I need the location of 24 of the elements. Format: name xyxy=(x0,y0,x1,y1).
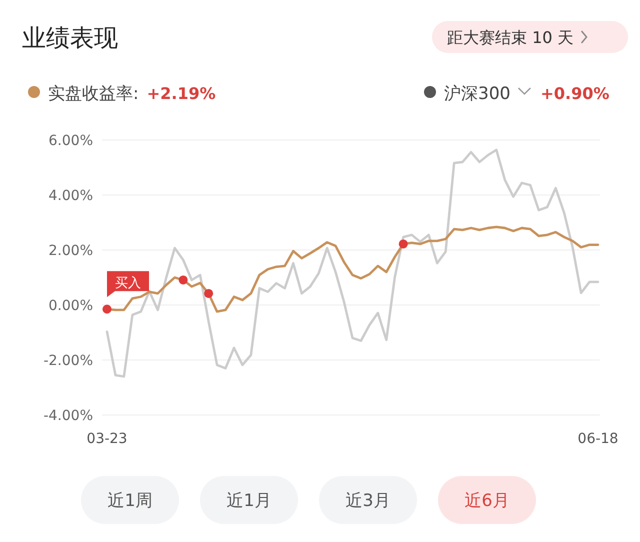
point xyxy=(178,275,188,284)
text: 近1月 xyxy=(226,491,272,511)
y-tick-label: -4.00% xyxy=(43,408,93,424)
annotation: 买入 xyxy=(115,276,141,292)
y-tick-label: 4.00% xyxy=(48,188,93,204)
text: +2.19% xyxy=(146,84,216,103)
point xyxy=(102,304,112,314)
x-tick-label: 06-18 xyxy=(578,431,618,447)
x-tick-label: 03-23 xyxy=(86,431,128,447)
legend-label: 实盘收益率: xyxy=(48,84,139,104)
text: 沪深300 xyxy=(444,84,510,104)
y-tick-label: -2.00% xyxy=(43,353,93,369)
text: 近1周 xyxy=(108,491,152,511)
text: 近3月 xyxy=(346,491,390,511)
y-tick-label: 0.00% xyxy=(48,298,93,314)
y-tick-label: 2.00% xyxy=(48,243,93,259)
point xyxy=(398,239,408,248)
text: 距大赛结束 10 天 xyxy=(447,28,574,47)
point xyxy=(204,288,214,298)
text: 近6月 xyxy=(464,491,510,511)
chart-title: 业绩表现 xyxy=(22,24,118,52)
text: +0.90% xyxy=(540,84,610,103)
y-tick-label: 6.00% xyxy=(48,133,93,149)
line-series xyxy=(106,148,600,378)
